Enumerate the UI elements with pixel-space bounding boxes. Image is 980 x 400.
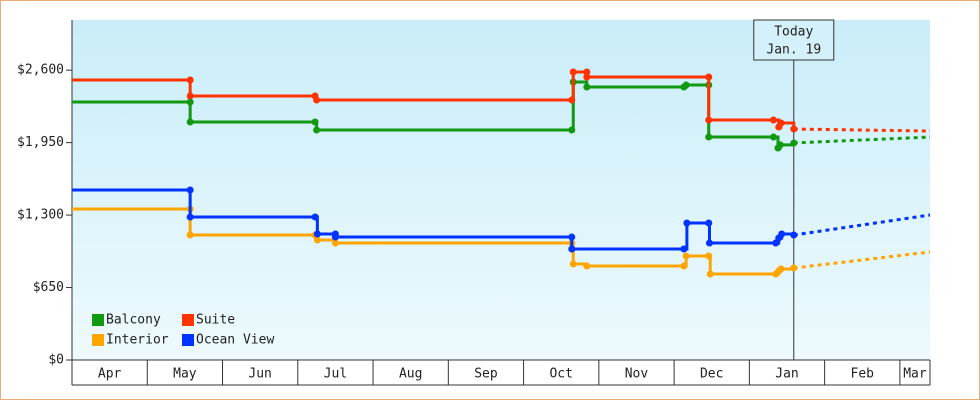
point (705, 219, 713, 227)
point (790, 264, 798, 272)
point (186, 118, 194, 126)
point (186, 186, 194, 194)
y-tick-label: $0 (48, 353, 64, 368)
legend-swatch (92, 314, 104, 326)
point (777, 119, 785, 127)
point (705, 73, 713, 81)
x-tick-label: Mar (903, 367, 927, 382)
point (705, 239, 713, 247)
point (568, 96, 576, 104)
x-tick-label: Sep (474, 367, 498, 382)
x-tick-label: Oct (549, 367, 572, 382)
forecast-line (793, 250, 931, 270)
plot-area (72, 20, 930, 360)
legend-label: Balcony (106, 313, 161, 328)
point (705, 133, 713, 141)
x-tick-label: Apr (98, 367, 122, 382)
y-tick-label: $1,300 (17, 208, 64, 223)
forecast-line (793, 135, 931, 145)
point (568, 245, 576, 253)
y-tick-label: $1,950 (17, 135, 64, 150)
y-tick-label: $650 (33, 280, 64, 295)
point (778, 230, 786, 238)
point (583, 68, 591, 76)
point (776, 141, 784, 149)
point (313, 126, 321, 134)
point (706, 270, 714, 278)
forecast-line (793, 213, 931, 237)
x-tick-label: Dec (700, 367, 723, 382)
point (569, 260, 577, 268)
point (790, 231, 798, 239)
point (313, 230, 321, 238)
x-tick-label: Feb (851, 367, 875, 382)
x-tick-label: Jan (775, 367, 798, 382)
legend-label: Ocean View (196, 333, 274, 348)
point (311, 213, 319, 221)
point (705, 116, 713, 124)
point (186, 213, 194, 221)
point (680, 262, 688, 270)
point (790, 139, 798, 147)
point (186, 92, 194, 100)
legend-swatch (182, 314, 194, 326)
y-tick-label: $2,600 (17, 63, 64, 78)
legend-label: Suite (196, 313, 235, 328)
point (682, 81, 690, 89)
point (680, 245, 688, 253)
point (583, 83, 591, 91)
x-tick-label: May (173, 367, 197, 382)
point (772, 239, 780, 247)
point (769, 116, 777, 124)
point (583, 73, 591, 81)
legend-swatch (182, 334, 194, 346)
point (583, 262, 591, 270)
forecast-line (793, 127, 931, 133)
point (569, 68, 577, 76)
x-tick-label: Aug (399, 367, 422, 382)
point (331, 239, 339, 247)
point (790, 125, 798, 133)
legend-label: Interior (106, 333, 169, 348)
point (186, 98, 194, 106)
point (313, 236, 321, 244)
point (568, 126, 576, 134)
point (682, 252, 690, 260)
point (331, 233, 339, 241)
x-tick-label: Nov (625, 367, 649, 382)
x-tick-label: Jul (324, 367, 347, 382)
today-box (753, 19, 835, 61)
point (186, 231, 194, 239)
point (683, 219, 691, 227)
today-title: Today (774, 25, 813, 40)
point (769, 133, 777, 141)
point (186, 76, 194, 84)
legend-swatch (92, 334, 104, 346)
point (313, 96, 321, 104)
point (777, 265, 785, 273)
x-tick-label: Jun (248, 367, 271, 382)
point (311, 118, 319, 126)
today-date: Jan. 19 (766, 43, 821, 58)
point (568, 233, 576, 241)
point (705, 252, 713, 260)
